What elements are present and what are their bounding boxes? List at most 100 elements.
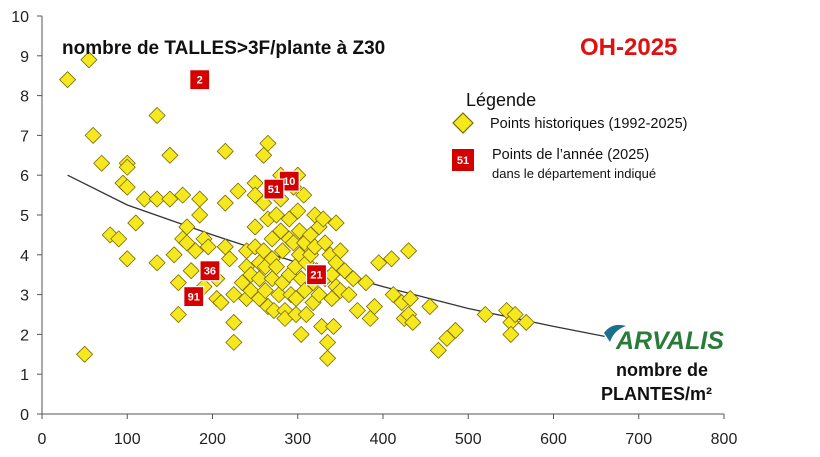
historic-point	[400, 242, 418, 260]
historic-point	[191, 206, 209, 224]
y-tick-label: 4	[20, 248, 29, 265]
historic-point	[80, 51, 98, 69]
year-point	[263, 178, 285, 200]
historic-point	[250, 270, 268, 288]
year-point	[189, 69, 211, 91]
historic-point	[502, 325, 520, 343]
historic-point	[319, 349, 337, 367]
historic-point	[216, 142, 234, 160]
historic-point	[316, 234, 334, 252]
historic-point	[220, 250, 239, 268]
historic-point	[404, 313, 422, 332]
historic-point	[59, 71, 77, 89]
historic-point	[327, 214, 345, 232]
historic-point	[421, 297, 439, 316]
year-point-label: 36	[204, 266, 216, 278]
historic-point	[382, 250, 401, 268]
historic-point	[246, 218, 264, 236]
historic-point	[182, 262, 200, 280]
historic-point	[199, 238, 217, 256]
historic-point	[313, 317, 331, 336]
historic-point	[370, 254, 388, 272]
historic-point	[267, 258, 286, 276]
historic-point	[225, 313, 243, 332]
historic-point	[110, 230, 128, 248]
historic-point	[297, 305, 315, 324]
legend: Légende Points historiques (1992-2025) 5…	[452, 90, 687, 181]
year-point-label: 21	[310, 270, 322, 282]
historic-point	[186, 242, 205, 260]
historic-point	[169, 274, 187, 292]
historic-point	[216, 194, 234, 212]
historic-points	[59, 51, 535, 367]
historic-point	[135, 190, 153, 208]
historic-point	[319, 333, 337, 351]
x-tick-label: 700	[625, 431, 652, 448]
historic-point	[365, 297, 384, 316]
historic-point	[340, 286, 358, 304]
year-point	[183, 285, 205, 308]
y-tick-label: 6	[20, 168, 29, 185]
historic-point	[169, 305, 187, 324]
x-tick-label: 200	[199, 431, 226, 448]
historic-point	[331, 242, 349, 260]
historic-point	[401, 290, 419, 308]
x-tick-label: 600	[540, 431, 567, 448]
historic-point	[174, 186, 192, 204]
legend-year-sublabel: dans le département indiqué	[492, 166, 656, 181]
year-point-label: 10	[283, 176, 295, 188]
x-tick-label: 100	[114, 431, 141, 448]
chart-title: nombre de TALLES>3F/plante à Z30	[62, 38, 385, 59]
historic-point	[84, 126, 102, 144]
historic-point	[256, 282, 274, 300]
historic-point	[289, 202, 307, 220]
historic-point	[191, 190, 209, 208]
historic-point	[295, 186, 313, 204]
historic-point	[292, 325, 310, 343]
legend-historic-marker	[452, 112, 474, 134]
historic-point	[148, 254, 166, 272]
historic-point	[344, 270, 362, 288]
historic-point	[259, 134, 277, 152]
historic-point	[161, 146, 179, 164]
historic-point	[310, 286, 328, 304]
historic-point	[212, 293, 230, 312]
historic-point	[517, 313, 535, 332]
historic-point	[118, 178, 136, 196]
historic-point	[118, 158, 136, 176]
historic-point	[76, 345, 94, 363]
year-point	[305, 264, 328, 286]
x-tick-label: 400	[370, 431, 397, 448]
x-tick-label: 300	[284, 431, 311, 448]
y-tick-label: 0	[20, 407, 29, 424]
historic-point	[148, 106, 166, 125]
y-tick-label: 9	[20, 49, 29, 66]
year-point-label: 2	[197, 75, 203, 87]
legend-heading: Légende	[466, 90, 536, 110]
x-axis-name-line1: nombre de	[616, 360, 708, 380]
year-point-label: 51	[268, 184, 280, 196]
historic-point	[267, 206, 286, 224]
historic-point	[273, 242, 291, 260]
historic-point	[324, 317, 343, 336]
historic-point	[127, 214, 145, 232]
brand-swoosh	[604, 324, 626, 342]
historic-point	[165, 246, 183, 264]
y-tick-label: 1	[20, 367, 29, 384]
historic-point	[229, 182, 247, 200]
brand-name: ARVALIS	[615, 327, 724, 355]
historic-point	[429, 341, 447, 359]
axes: 0 100 200 300 400 500 600 700 800 0 1 2 3 4 5 6 7 8 9 10	[11, 9, 737, 448]
historic-point	[225, 286, 243, 304]
brand-logo: ARVALIS	[604, 324, 724, 355]
y-tick-label: 3	[20, 288, 29, 305]
y-tick-label: 5	[20, 208, 29, 225]
y-tick-label: 2	[20, 327, 29, 344]
year-point	[199, 260, 221, 282]
y-tick-label: 8	[20, 89, 29, 106]
historic-point	[314, 210, 332, 228]
legend-year-marker-label: 51	[457, 155, 469, 167]
y-tick-label: 10	[11, 9, 29, 26]
historic-point	[476, 305, 494, 324]
